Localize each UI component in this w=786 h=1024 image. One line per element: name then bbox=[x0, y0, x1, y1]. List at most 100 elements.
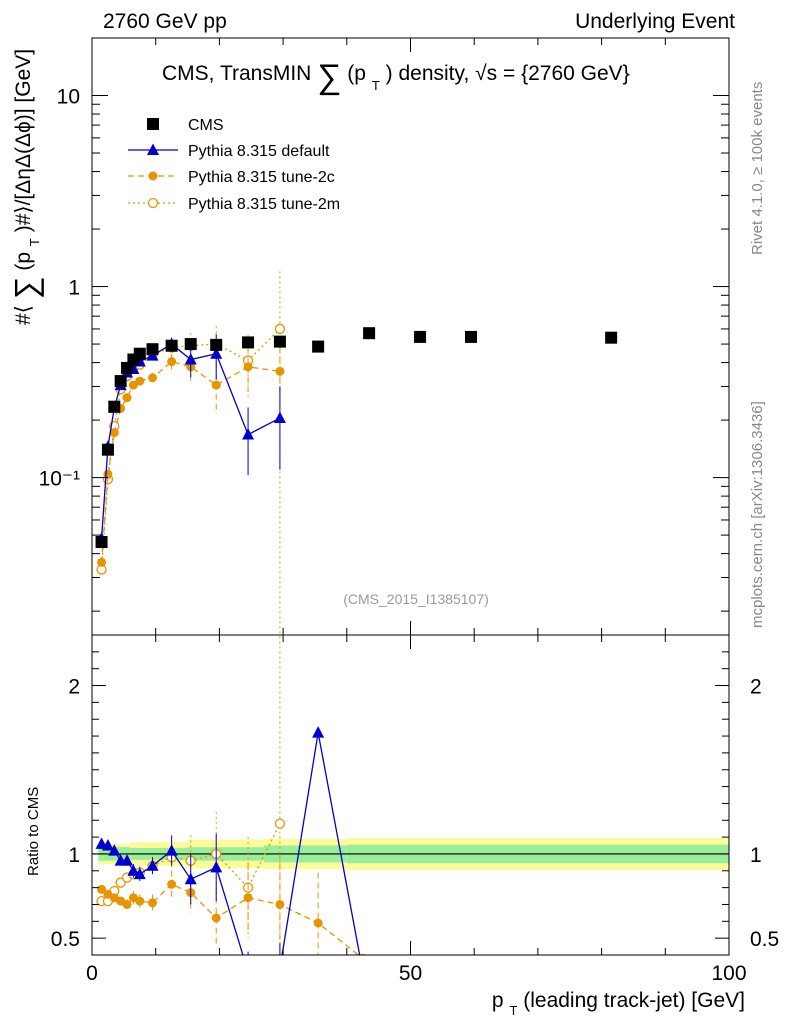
ratio-series-tune2c bbox=[97, 853, 366, 955]
cms-marker bbox=[101, 443, 114, 456]
tune2c-ratio-marker bbox=[313, 918, 323, 928]
ylabel-sub: T bbox=[27, 238, 42, 246]
chart-title: CMS, TransMIN ∑ (p T ) density, √s = {27… bbox=[162, 58, 630, 96]
tune2c-ratio-marker bbox=[243, 893, 253, 903]
legend-item-default: Pythia 8.315 default bbox=[128, 143, 330, 160]
analysis-watermark: (CMS_2015_I1385107) bbox=[343, 591, 489, 607]
x-tick-label: 0 bbox=[86, 962, 98, 985]
default-ratio-marker bbox=[165, 844, 178, 856]
main-plot-series bbox=[95, 271, 618, 635]
tune2c-marker bbox=[275, 366, 285, 376]
title-prefix: CMS, TransMIN bbox=[162, 62, 311, 85]
tune2c-marker bbox=[148, 373, 158, 383]
cms-marker bbox=[312, 340, 325, 353]
tune2c-ratio-marker bbox=[148, 898, 158, 908]
cms-marker bbox=[165, 339, 178, 352]
header-right: Underlying Event bbox=[575, 10, 735, 33]
default-ratio-marker bbox=[121, 854, 134, 866]
cms-marker bbox=[242, 336, 255, 349]
ratio-tick-label-right: 1 bbox=[750, 844, 762, 867]
cms-marker bbox=[133, 347, 146, 360]
default-ratio-marker bbox=[184, 872, 197, 885]
y-tick-label: 10 bbox=[57, 86, 80, 109]
legend-label: CMS bbox=[188, 117, 224, 134]
tune2c-marker bbox=[97, 557, 107, 567]
tune2c-ratio-marker bbox=[211, 913, 221, 923]
default-ratio-marker bbox=[146, 859, 159, 871]
cms-marker bbox=[273, 335, 286, 348]
cms-marker bbox=[95, 536, 108, 549]
tune2c-ratio-marker bbox=[135, 896, 145, 906]
legend-item-cms: CMS bbox=[147, 117, 224, 134]
ratio-tick-label-left: 1 bbox=[68, 844, 80, 867]
series-cms bbox=[95, 327, 618, 549]
title-suffix: density, √s = {2760 GeV} bbox=[398, 62, 629, 85]
cms-marker bbox=[414, 330, 427, 343]
tune2c-ratio-marker bbox=[167, 879, 177, 889]
default-ratio-marker bbox=[101, 839, 114, 851]
axis-tick-labels: 0 50 100 10⁻¹ 1 10 0.5 0.5 1 1 2 2 bbox=[39, 86, 780, 985]
ylabel-p: (p bbox=[12, 252, 35, 271]
y-tick-label: 10⁻¹ bbox=[39, 468, 80, 491]
side-label-top: Rivet 4.1.0, ≥ 100k events bbox=[749, 82, 766, 255]
tune2c-marker bbox=[109, 428, 119, 438]
ratio-y-axis-label: Ratio to CMS bbox=[25, 787, 42, 876]
cms-marker bbox=[465, 330, 478, 343]
ratio-series-default bbox=[95, 726, 375, 1011]
ratio-series-tune2m bbox=[96, 635, 286, 955]
tune2c-ratio-marker bbox=[275, 899, 285, 909]
default-ratio-marker bbox=[363, 999, 375, 1011]
default-marker bbox=[242, 428, 255, 440]
title-close: ) bbox=[386, 62, 393, 85]
default-ratio-marker bbox=[242, 965, 254, 977]
default-marker bbox=[184, 353, 197, 365]
tune2c-line bbox=[100, 360, 281, 563]
cms-marker bbox=[184, 338, 197, 351]
tune2m-marker bbox=[274, 323, 286, 335]
legend-item-tune2m: Pythia 8.315 tune-2m bbox=[128, 196, 340, 213]
ylabel-a: #⟨ bbox=[12, 305, 35, 325]
x-axis-label: p T (leading track-jet) [GeV] bbox=[492, 989, 745, 1020]
ratio-tick-label-right: 2 bbox=[750, 676, 762, 699]
ratio-tick-label-left: 2 bbox=[68, 676, 80, 699]
ylabel-b: )#⟩/[ΔηΔ(Δϕ)] [GeV] bbox=[12, 49, 35, 232]
x-tick-label: 50 bbox=[399, 962, 422, 985]
x-tick-label: 100 bbox=[711, 962, 746, 985]
cms-marker bbox=[363, 327, 376, 340]
y-tick-label: 1 bbox=[68, 277, 80, 300]
xlabel-p: p bbox=[492, 989, 504, 1012]
default-ratio-marker bbox=[210, 860, 223, 873]
legend-label: Pythia 8.315 tune-2m bbox=[188, 196, 340, 213]
tune2m-ratio-marker bbox=[274, 818, 286, 829]
ratio-plot-frame bbox=[91, 634, 730, 956]
cms-marker bbox=[146, 343, 159, 356]
tune2c-ratio-marker bbox=[122, 899, 132, 909]
cms-marker bbox=[108, 400, 121, 413]
ratio-uncertainty-band bbox=[92, 837, 729, 870]
series-tune2m bbox=[96, 271, 286, 635]
default-marker bbox=[273, 411, 286, 424]
tune2c-marker bbox=[167, 357, 177, 367]
legend-label: Pythia 8.315 default bbox=[188, 143, 330, 160]
default-ratio-marker bbox=[274, 962, 286, 974]
title-p: (p bbox=[347, 62, 366, 85]
side-label-bottom: mcplots.cern.ch [arXiv:1306.3436] bbox=[749, 401, 766, 628]
tune2c-marker bbox=[243, 362, 253, 372]
tune2c-ratio-line bbox=[101, 883, 360, 955]
legend-item-tune2c: Pythia 8.315 tune-2c bbox=[128, 169, 335, 186]
tune2c-marker bbox=[135, 376, 145, 386]
cms-marker bbox=[605, 331, 618, 344]
default-marker bbox=[210, 347, 223, 359]
y-axis-label: #⟨ ∑ (p T )#⟩/[ΔηΔ(Δϕ)] [GeV] bbox=[8, 49, 44, 325]
title-sum-symbol: ∑ bbox=[317, 58, 341, 96]
legend: CMS Pythia 8.315 default Pythia 8.315 tune… bbox=[128, 117, 340, 213]
default-ratio-marker bbox=[127, 864, 140, 876]
xlabel-rest: (leading track-jet) [GeV] bbox=[523, 989, 745, 1012]
tune2c-ratio-marker bbox=[97, 884, 107, 894]
legend-cms-marker bbox=[147, 118, 159, 130]
series-tune2c bbox=[97, 347, 285, 568]
legend-default-marker bbox=[147, 143, 159, 155]
ratio-plot-series bbox=[95, 635, 375, 1011]
header-left: 2760 GeV pp bbox=[103, 10, 227, 33]
xlabel-sub: T bbox=[509, 1003, 517, 1018]
